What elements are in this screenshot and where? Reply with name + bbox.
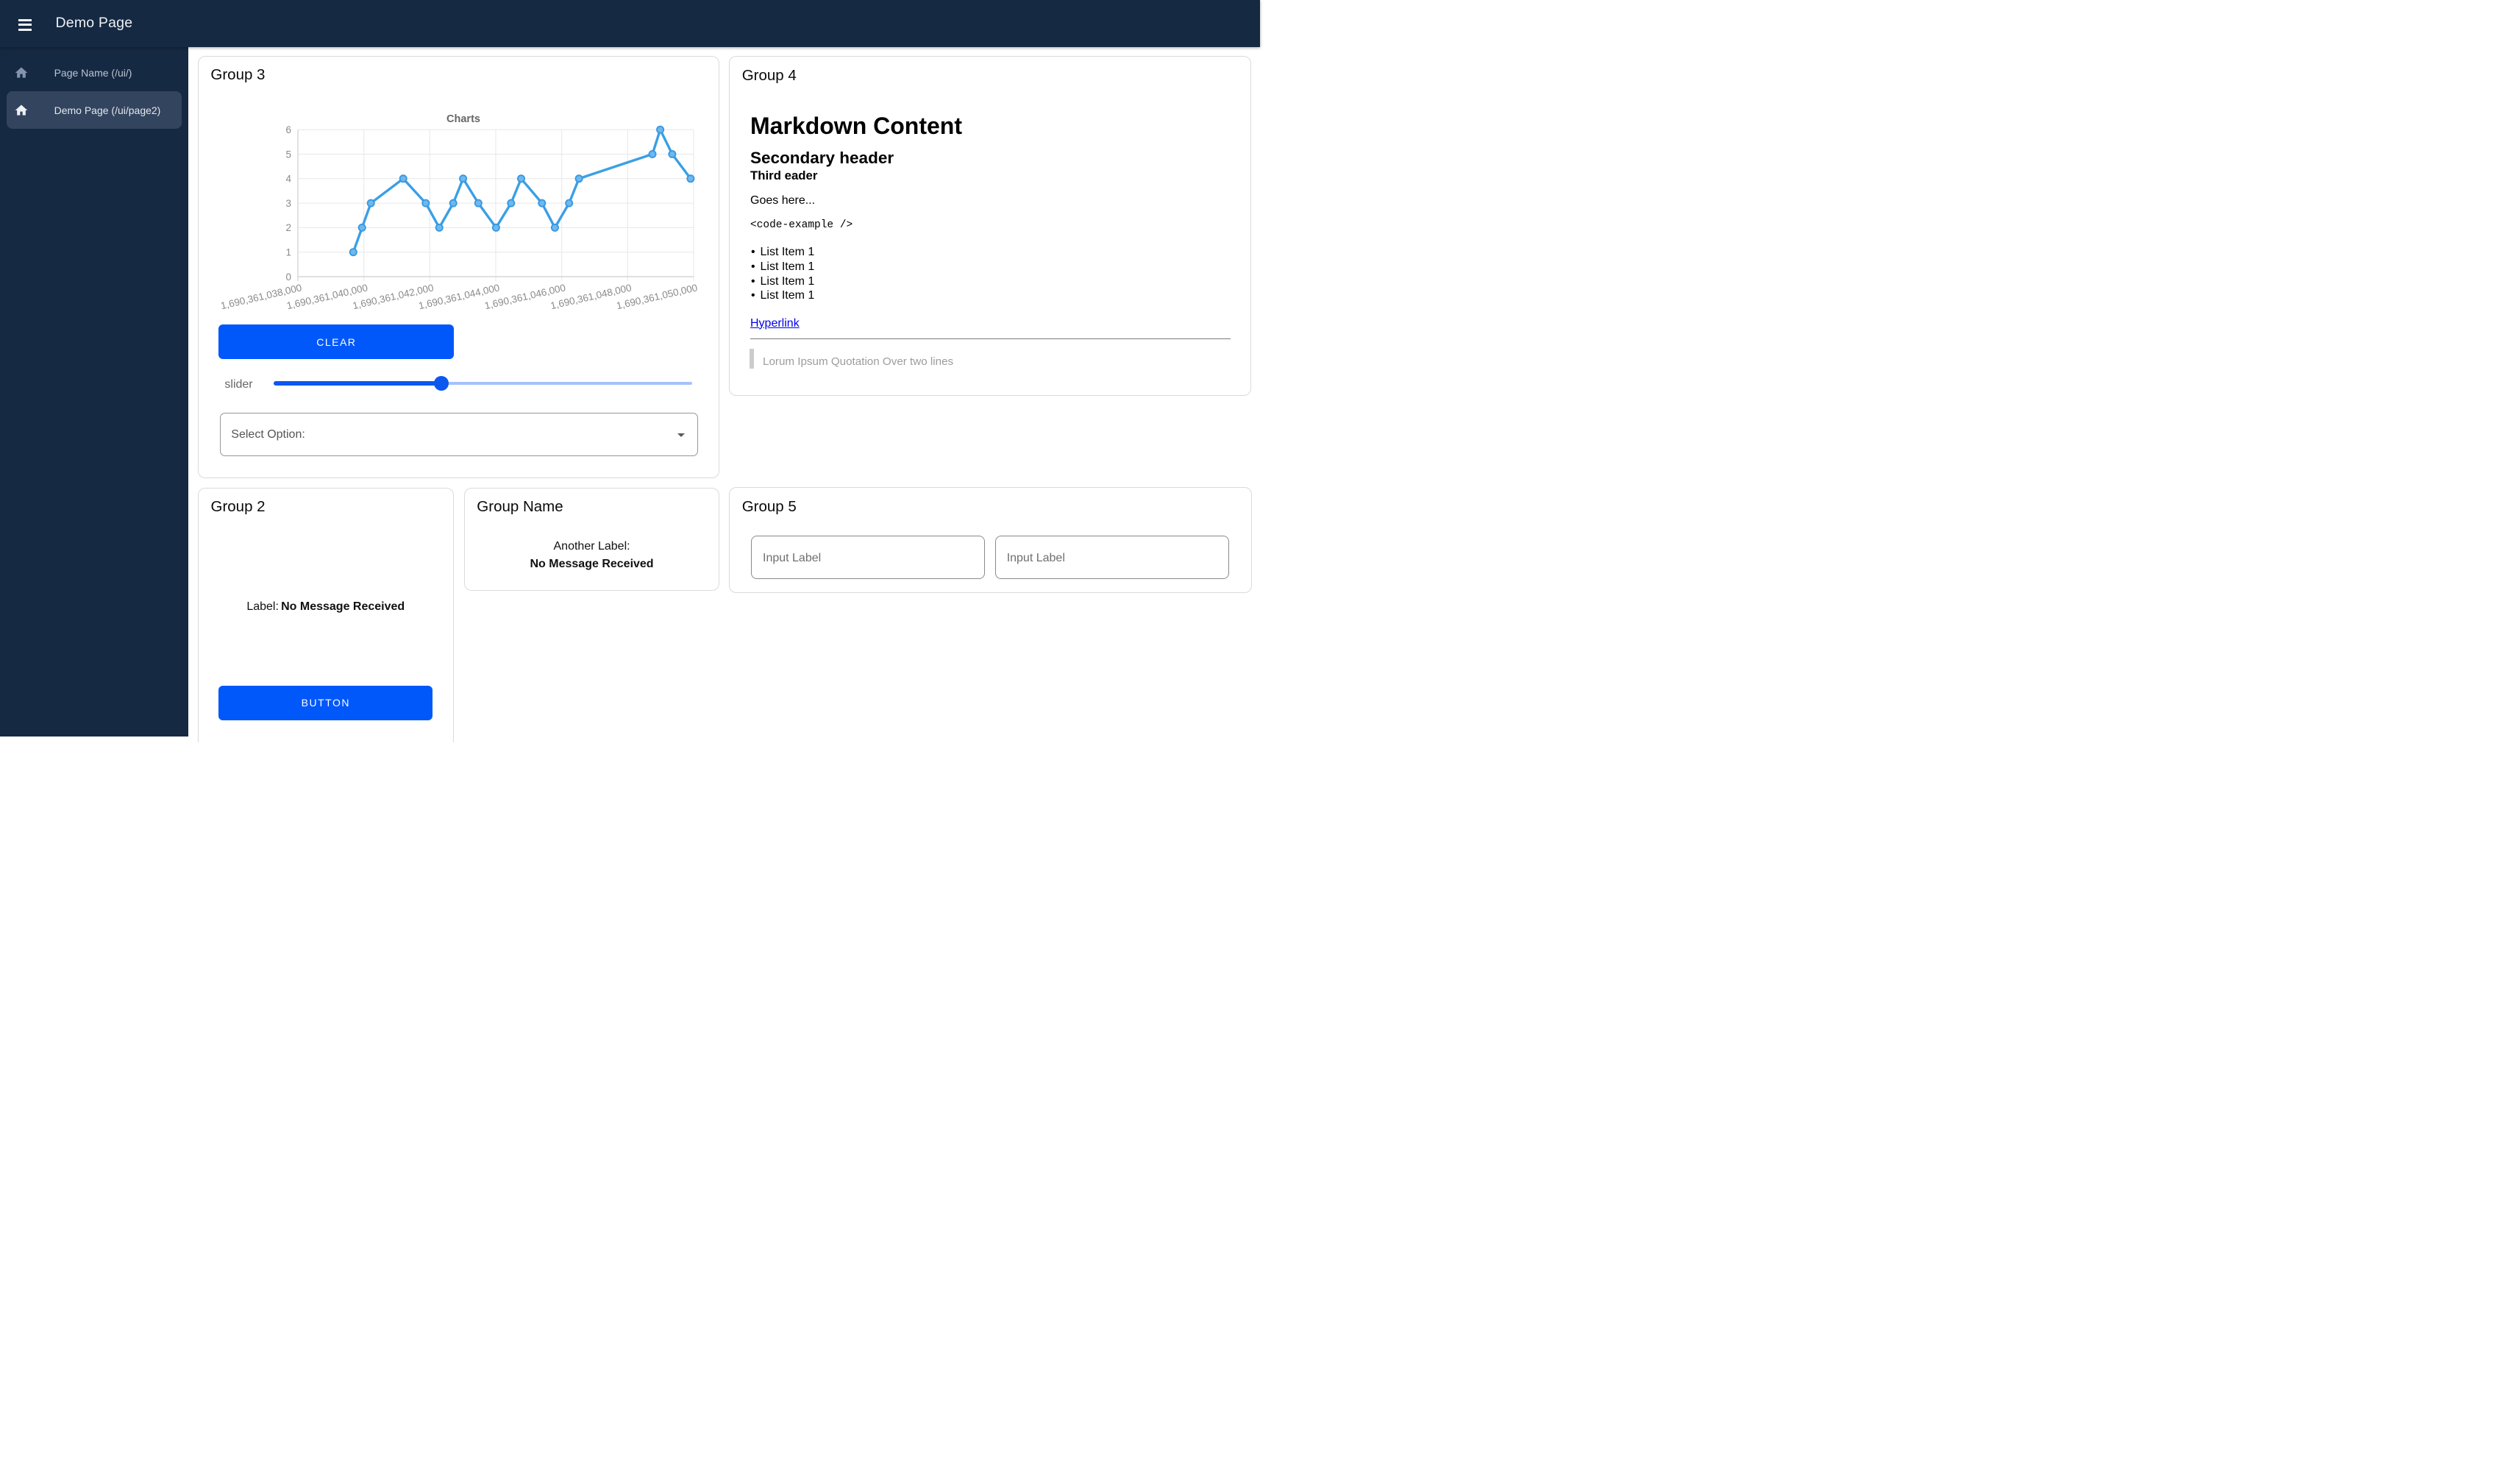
svg-text:2: 2 bbox=[285, 222, 291, 233]
svg-text:5: 5 bbox=[285, 149, 291, 160]
svg-text:6: 6 bbox=[285, 124, 291, 135]
svg-text:0: 0 bbox=[285, 271, 291, 283]
svg-text:Charts: Charts bbox=[446, 113, 480, 125]
svg-text:1: 1 bbox=[285, 247, 291, 258]
svg-text:3: 3 bbox=[285, 198, 291, 209]
svg-text:4: 4 bbox=[285, 174, 291, 185]
